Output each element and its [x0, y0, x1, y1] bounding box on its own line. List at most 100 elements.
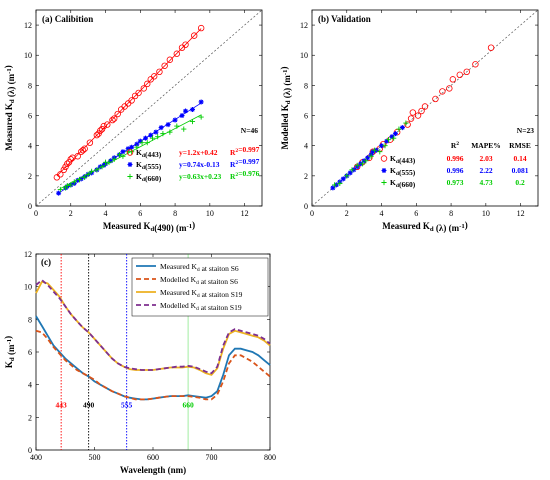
data-point [167, 129, 173, 135]
y-tick-label: 12 [24, 21, 32, 30]
r2-label: R2=0.997 [230, 145, 260, 157]
data-point [57, 171, 64, 178]
r2-label: R2=0.976 [230, 169, 260, 181]
data-point [354, 162, 360, 168]
x-tick-label: 12 [241, 209, 249, 218]
legend-label: Kd(660) [390, 178, 416, 189]
one-to-one-line [35, 9, 263, 207]
data-point [129, 144, 135, 150]
series-line [35, 315, 271, 401]
data-point [487, 44, 495, 51]
data-point [189, 118, 196, 125]
data-point [337, 180, 343, 186]
data-point [117, 106, 125, 113]
data-point [197, 24, 205, 32]
data-point [344, 173, 350, 179]
y-tick-label: 6 [28, 112, 32, 121]
data-point [108, 158, 114, 164]
data-point [147, 76, 154, 83]
data-point [182, 41, 189, 48]
x-axis-label: Wavelength (nm) [120, 465, 186, 475]
data-point [144, 140, 150, 146]
legend-marker [381, 168, 387, 173]
reference-label-443: 443 [56, 401, 68, 410]
r2-value: 0.996 [447, 166, 464, 175]
data-point [190, 32, 198, 39]
fit-equation: y=0.63x+0.23 [179, 172, 222, 181]
y-tick-label: 8 [304, 81, 308, 90]
stats-header: R2 [451, 141, 459, 150]
series-kd660 [332, 120, 409, 188]
data-point [139, 140, 145, 146]
y-axis-label: Kd (m-1) [3, 336, 16, 368]
data-point [99, 164, 105, 170]
legend-label: Kd(443) [136, 148, 162, 159]
data-point [349, 167, 355, 173]
y-tick-label: 4 [28, 381, 32, 390]
data-point [396, 126, 402, 132]
data-point [403, 120, 409, 126]
fit-equation: y=0.74x-0.13 [179, 160, 220, 169]
y-tick-label: 0 [304, 202, 308, 211]
x-tick-label: 6 [414, 209, 418, 218]
data-point [79, 147, 87, 154]
data-point [166, 56, 174, 63]
data-point [53, 174, 61, 181]
legend-marker [127, 173, 133, 180]
data-point [365, 155, 371, 161]
reference-label-660: 660 [182, 401, 194, 410]
series-line [35, 329, 271, 401]
data-point [181, 126, 187, 132]
data-point [449, 76, 457, 83]
data-point [385, 137, 392, 143]
legend-label: Modelled Kd at staiton S19 [160, 301, 242, 312]
data-point [128, 97, 135, 104]
panel-title: (a) Calibition [42, 14, 93, 24]
panel-title: (b) Validation [318, 14, 371, 24]
data-point [64, 160, 71, 167]
x-tick-label: 4 [104, 209, 108, 218]
data-point [399, 125, 405, 131]
x-tick-label: 12 [517, 209, 525, 218]
legend-marker [127, 162, 133, 167]
r2-value: 0.973 [447, 178, 464, 187]
series-kd660 [57, 114, 204, 193]
x-tick-label: 0 [310, 209, 314, 218]
data-point [421, 103, 429, 110]
data-point [347, 170, 353, 176]
rmse-value: 0.14 [513, 154, 526, 163]
x-tick-label: 8 [449, 209, 453, 218]
legend-label: Measured Kd at staiton S6 [160, 262, 239, 273]
data-point [143, 135, 149, 141]
legend-label: Measured Kd at staiton S19 [160, 288, 243, 299]
data-point [134, 144, 140, 150]
data-point [109, 116, 116, 124]
data-point [377, 149, 383, 155]
y-tick-label: 6 [304, 112, 308, 121]
sample-count: N=46 [241, 126, 258, 135]
data-point [332, 182, 338, 188]
legend-label: Kd(555) [136, 160, 162, 171]
data-point [456, 71, 463, 79]
x-tick-label: 8 [173, 209, 177, 218]
data-point [174, 123, 180, 129]
data-point [77, 148, 85, 155]
stats-header: MAPE% [471, 141, 501, 150]
data-point [81, 145, 88, 152]
data-point [71, 179, 77, 185]
data-point [153, 129, 159, 135]
data-point [89, 168, 95, 174]
data-point [76, 177, 83, 183]
legend-marker [126, 149, 134, 156]
mape-value: 2.22 [479, 166, 492, 175]
x-tick-label: 10 [206, 209, 214, 218]
data-point [148, 132, 154, 138]
data-point [82, 174, 88, 180]
data-point [330, 185, 336, 191]
data-point [106, 159, 112, 165]
data-point [363, 158, 369, 164]
data-point [391, 135, 397, 141]
data-point [104, 121, 111, 128]
y-tick-label: 10 [300, 51, 308, 60]
